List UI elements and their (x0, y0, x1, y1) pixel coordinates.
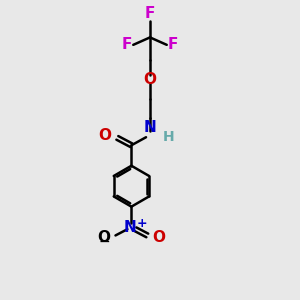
Text: −: − (99, 235, 110, 249)
Text: F: F (168, 37, 178, 52)
Text: O: O (143, 72, 157, 87)
Text: N: N (144, 120, 156, 135)
Text: O: O (153, 230, 166, 245)
Text: F: F (122, 37, 132, 52)
Text: +: + (137, 217, 148, 230)
Text: O: O (98, 128, 112, 143)
Text: N: N (124, 220, 136, 235)
Text: O: O (97, 230, 110, 245)
Text: H: H (163, 130, 174, 144)
Text: F: F (145, 6, 155, 21)
